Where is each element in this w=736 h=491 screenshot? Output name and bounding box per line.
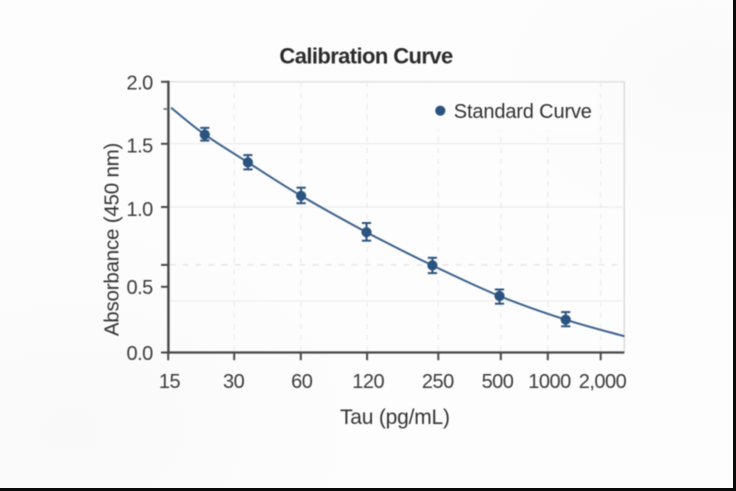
svg-text:1000: 1000 [528, 371, 571, 393]
svg-text:15: 15 [159, 371, 181, 393]
svg-text:1.5: 1.5 [126, 135, 153, 157]
svg-text:Calibration Curve: Calibration Curve [279, 44, 453, 69]
svg-text:0.5: 0.5 [126, 277, 153, 299]
svg-text:250: 250 [422, 371, 454, 393]
svg-text:1.0: 1.0 [126, 199, 153, 221]
svg-text:120: 120 [352, 371, 384, 393]
svg-text:Absorbance (450 nm): Absorbance (450 nm) [100, 143, 123, 336]
svg-text:2.0: 2.0 [126, 73, 153, 95]
svg-text:Standard Curve: Standard Curve [454, 101, 592, 123]
svg-text:500: 500 [482, 371, 514, 393]
svg-text:0.0: 0.0 [126, 343, 153, 365]
svg-text:Tau (pg/mL): Tau (pg/mL) [340, 406, 450, 429]
svg-text:2,000: 2,000 [579, 371, 627, 393]
svg-text:30: 30 [223, 371, 245, 393]
svg-text:60: 60 [291, 371, 313, 393]
